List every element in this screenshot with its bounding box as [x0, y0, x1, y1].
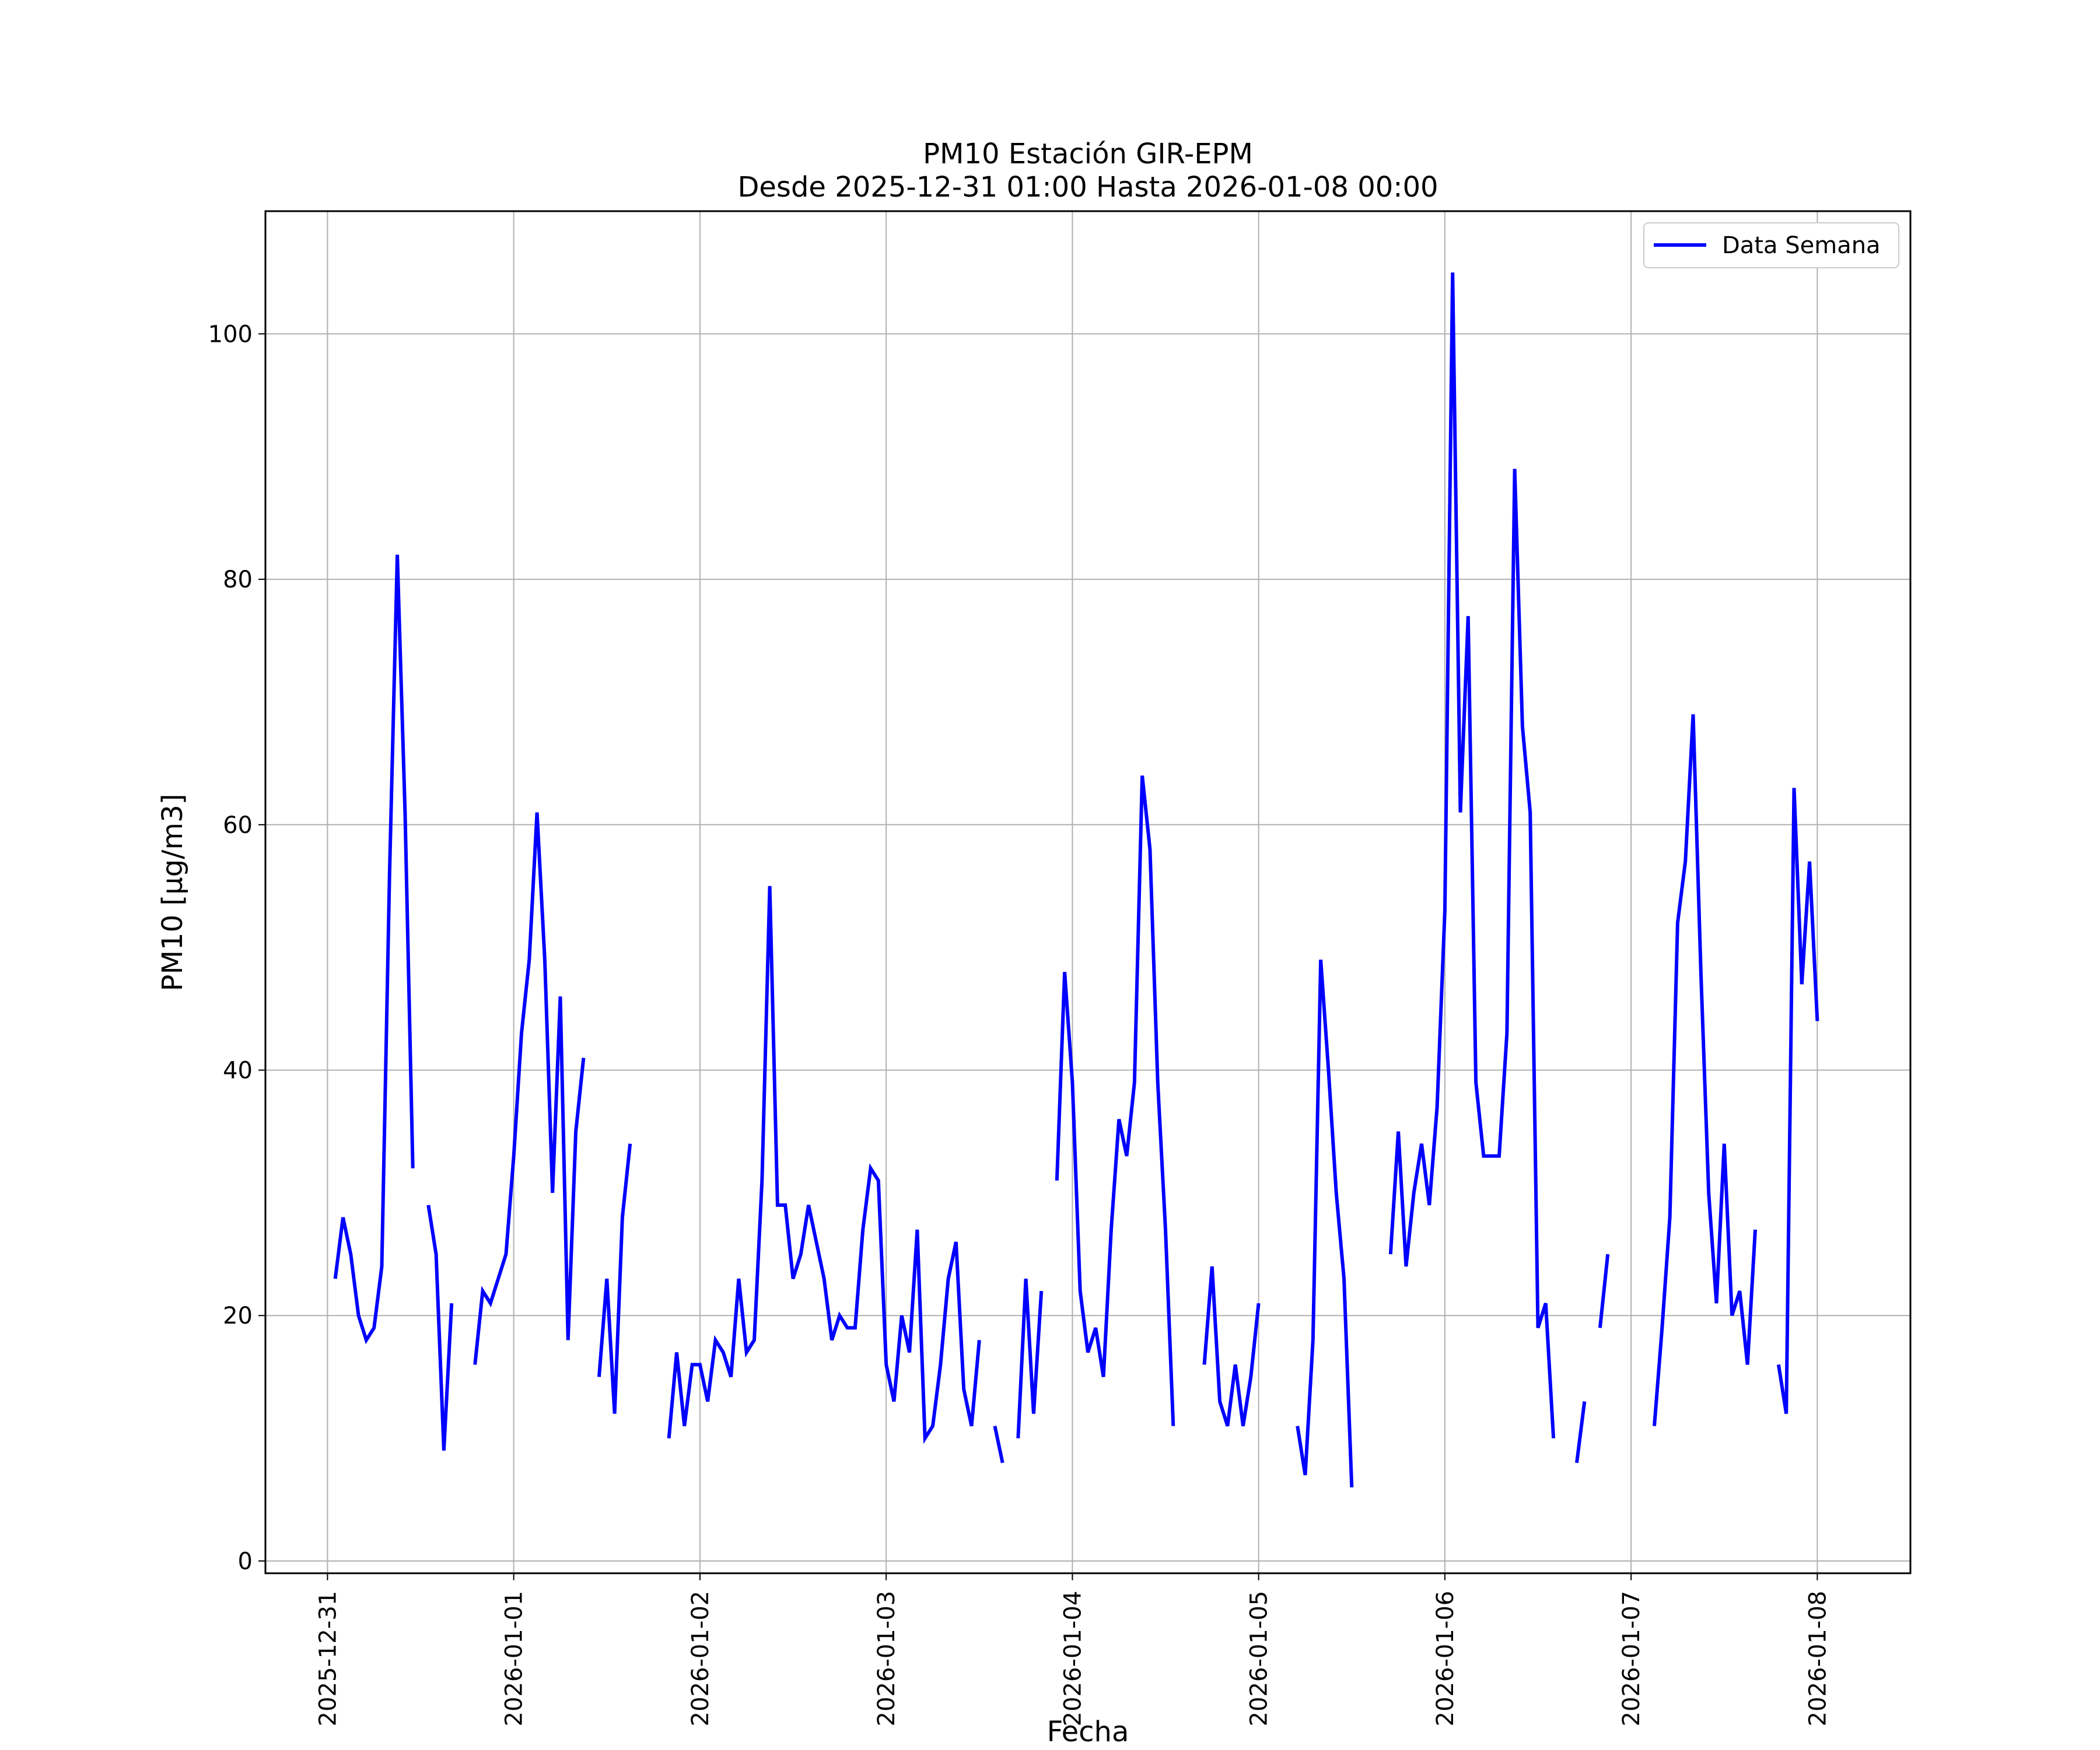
x-tick-label: 2026-01-01 — [501, 1591, 528, 1726]
series-line-segment — [1016, 1278, 1044, 1438]
x-tick-label: 2026-01-07 — [1618, 1591, 1645, 1726]
series-line-segment — [1598, 1254, 1610, 1328]
legend-box — [1643, 222, 1899, 268]
y-tick-label: 40 — [223, 1058, 253, 1084]
y-axis-label: PM10 [μg/m3] — [156, 794, 189, 992]
series-line-segment — [1296, 959, 1354, 1488]
y-tick-label: 60 — [223, 812, 253, 839]
y-tick-label: 0 — [238, 1548, 253, 1575]
legend-label: Data Semana — [1722, 232, 1881, 259]
chart-title: PM10 Estación GIR-EPM — [923, 138, 1253, 170]
y-axis-ticks: 0 20 40 60 80 100 — [208, 321, 265, 1575]
series-line-segment — [473, 812, 586, 1365]
series-line-segment — [426, 1205, 454, 1451]
x-tick-label: 2026-01-02 — [687, 1591, 714, 1726]
y-tick-label: 20 — [223, 1303, 253, 1329]
series-line-segment — [597, 1143, 632, 1414]
y-tick-label: 100 — [208, 321, 253, 348]
x-tick-label: 2026-01-03 — [873, 1591, 900, 1726]
series-line-segment — [1653, 714, 1757, 1426]
x-axis-label: Fecha — [1047, 1716, 1129, 1748]
series-line-segment — [1202, 1266, 1261, 1427]
series-line-segment — [333, 554, 415, 1345]
series-lines — [333, 272, 1819, 1488]
legend: Data Semana — [1643, 222, 1899, 268]
x-axis-ticks: 2025-12-31 2026-01-01 2026-01-02 2026-01-03… — [314, 1573, 1831, 1726]
series-line-segment — [1776, 788, 1819, 1414]
y-tick-label: 80 — [223, 566, 253, 593]
series-line-segment — [1055, 775, 1175, 1426]
x-tick-label: 2026-01-08 — [1804, 1591, 1831, 1726]
series-line-segment — [1388, 272, 1556, 1438]
series-line-segment — [667, 886, 981, 1444]
x-tick-label: 2026-01-06 — [1432, 1591, 1459, 1726]
plot-frame — [264, 210, 1912, 1574]
series-line-segment — [1575, 1401, 1587, 1464]
x-tick-label: 2026-01-04 — [1059, 1591, 1086, 1726]
x-tick-label: 2026-01-05 — [1246, 1591, 1273, 1726]
series-line-segment — [993, 1425, 1005, 1464]
chart-subtitle: Desde 2025-12-31 01:00 Hasta 2026-01-08 … — [737, 171, 1438, 204]
x-tick-label: 2025-12-31 — [314, 1591, 341, 1726]
